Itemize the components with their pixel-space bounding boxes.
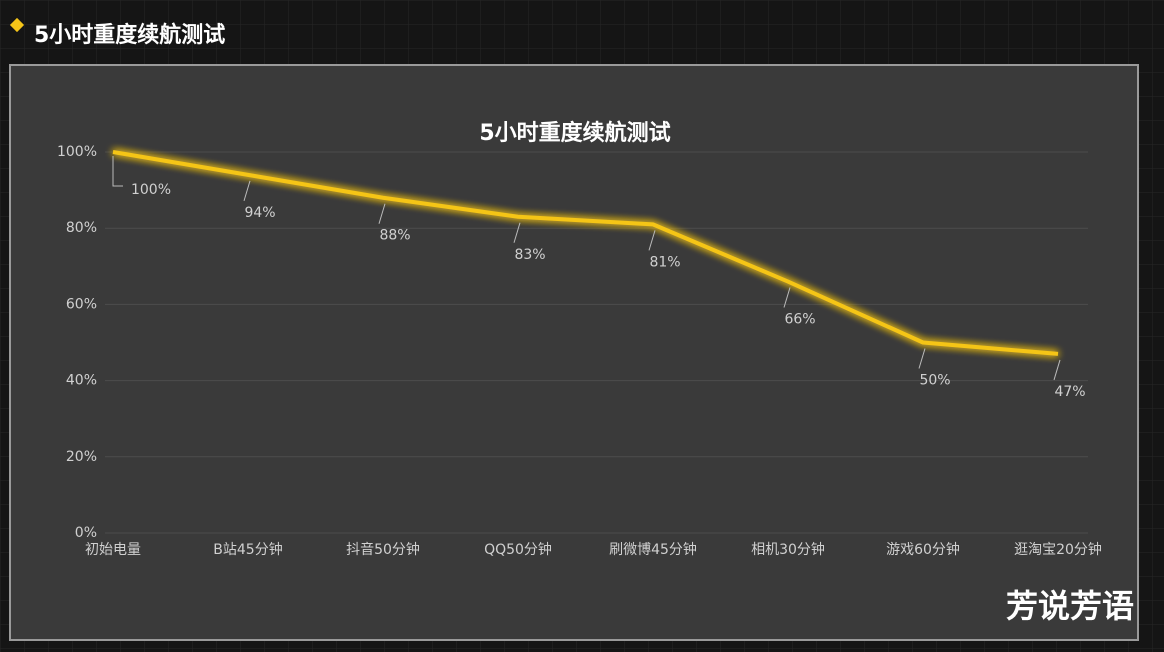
header-icon <box>9 17 25 33</box>
plot: 0% 20% 40% 60% 80% 100% 初始电量 B站45分钟 抖音50分钟 QQ50分钟… <box>57 144 1102 558</box>
data-label: 83% <box>514 247 545 263</box>
x-tick-label: B站45分钟 <box>213 541 282 558</box>
data-label: 81% <box>649 254 680 270</box>
y-tick-label: 100% <box>57 144 97 160</box>
label-leader <box>648 230 656 251</box>
label-leader <box>513 222 521 243</box>
y-tick-label: 40% <box>66 373 97 389</box>
y-tick-label: 60% <box>66 296 97 312</box>
data-label: 47% <box>1054 384 1085 400</box>
x-tick-label: QQ50分钟 <box>484 541 552 558</box>
y-tick-label: 20% <box>66 449 97 465</box>
data-label: 94% <box>244 205 275 221</box>
x-tick-label: 初始电量 <box>85 541 141 558</box>
line <box>112 150 1059 356</box>
data-label: 100% <box>131 182 171 198</box>
label-leader <box>783 287 791 308</box>
x-tick-label: 游戏60分钟 <box>886 541 960 558</box>
data-label: 88% <box>379 228 410 244</box>
chart-panel <box>9 64 1139 641</box>
x-tick-label: 刷微博45分钟 <box>609 541 697 558</box>
label-leader <box>378 203 386 224</box>
data-label: 66% <box>784 312 815 328</box>
y-tick-label: 0% <box>75 525 97 541</box>
header-title: 5小时重度续航测试 <box>34 22 225 48</box>
y-tick-label: 80% <box>66 220 97 236</box>
x-tick-label: 相机30分钟 <box>751 541 825 558</box>
x-tick-label: 逛淘宝20分钟 <box>1014 541 1102 558</box>
label-leader <box>243 180 251 202</box>
label-leader <box>918 348 926 369</box>
watermark: 芳说芳语 <box>1006 587 1134 625</box>
chart-title: 5小时重度续航测试 <box>479 120 670 146</box>
label-leader <box>112 156 123 187</box>
data-label: 50% <box>919 373 950 389</box>
label-leader <box>1053 359 1061 381</box>
x-tick-label: 抖音50分钟 <box>346 541 420 558</box>
